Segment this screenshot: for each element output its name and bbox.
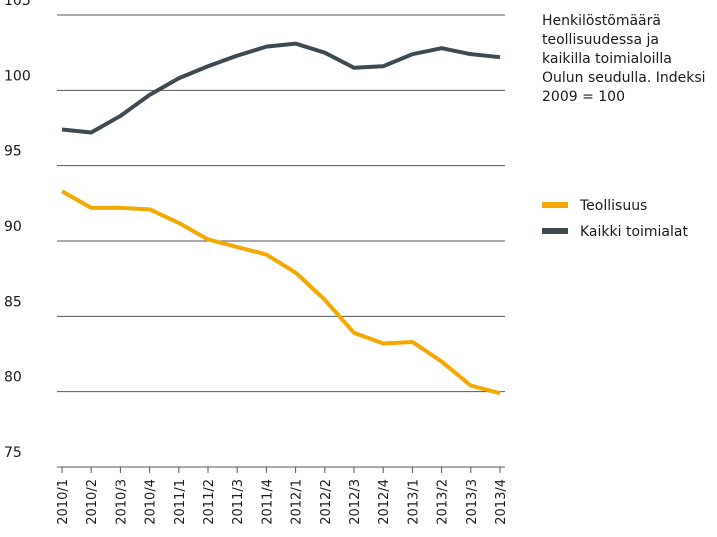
y-tick-label: 80 bbox=[4, 370, 22, 386]
x-tick-label: 2010/1 bbox=[56, 479, 71, 525]
x-tick-label: 2013/3 bbox=[465, 479, 480, 525]
y-tick-label: 95 bbox=[4, 144, 22, 160]
legend-swatch bbox=[542, 202, 568, 208]
x-tick-label: 2010/3 bbox=[114, 479, 129, 525]
x-tick-label: 2013/2 bbox=[436, 479, 451, 525]
x-tick-label: 2012/1 bbox=[290, 479, 305, 525]
x-tick-label: 2010/2 bbox=[85, 479, 100, 525]
legend-label: Teollisuus bbox=[579, 198, 647, 214]
line-series bbox=[61, 41, 501, 135]
x-tick-label: 2012/4 bbox=[377, 479, 392, 525]
y-tick-label: 75 bbox=[4, 445, 22, 461]
legend-swatch bbox=[542, 228, 568, 234]
x-tick-label: 2010/4 bbox=[144, 479, 159, 525]
x-tick-label: 2012/3 bbox=[348, 479, 363, 525]
x-tick-label: 2011/3 bbox=[231, 479, 246, 525]
legend-label: Kaikki toimialat bbox=[580, 224, 688, 240]
y-tick-label: 105 bbox=[4, 0, 31, 9]
y-tick-label: 100 bbox=[4, 68, 31, 84]
x-tick-label: 2011/4 bbox=[260, 479, 275, 525]
x-tick-label: 2011/1 bbox=[173, 479, 188, 525]
x-tick-label: 2011/2 bbox=[202, 479, 217, 525]
x-tick-label: 2012/2 bbox=[319, 479, 334, 525]
x-tick-label: 2013/1 bbox=[406, 479, 421, 525]
line-series bbox=[61, 189, 501, 396]
x-tick-label: 2013/4 bbox=[494, 479, 509, 525]
chart-title: Henkilöstömäärä teollisuudessa ja kaikil… bbox=[542, 13, 706, 105]
y-tick-label: 90 bbox=[4, 219, 22, 235]
y-tick-label: 85 bbox=[4, 294, 22, 310]
